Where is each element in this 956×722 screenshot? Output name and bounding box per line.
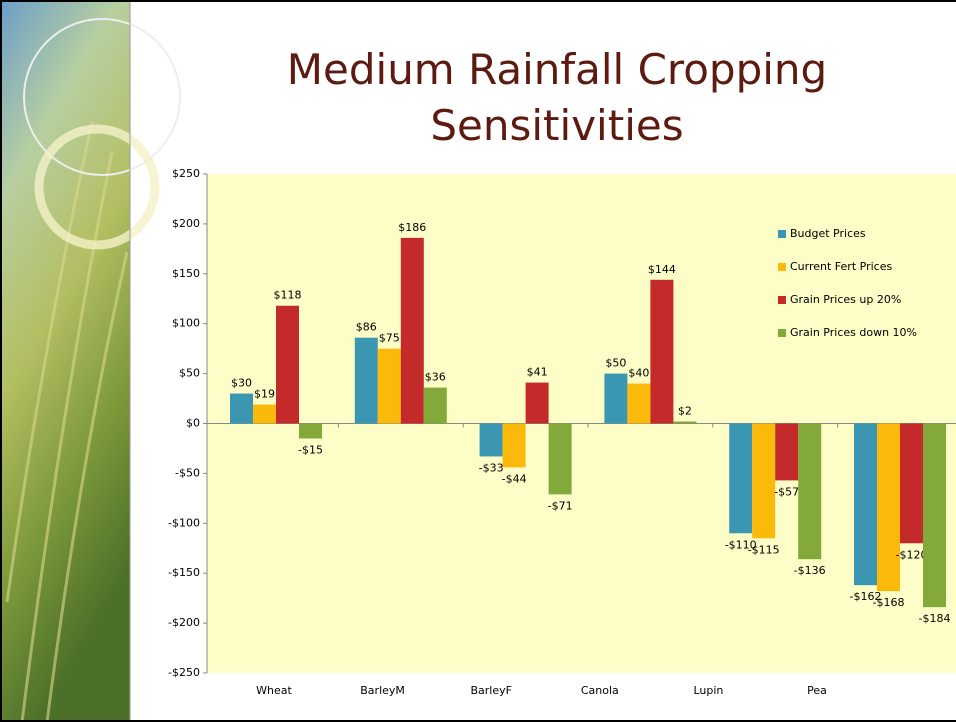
data-label: -$33	[479, 461, 504, 474]
bar	[525, 382, 549, 424]
data-label: $19	[254, 388, 275, 401]
data-label: -$162	[850, 590, 882, 603]
y-tick-label: $250	[172, 167, 200, 180]
y-tick-label: $150	[172, 267, 200, 280]
legend-label: Grain Prices down 10%	[790, 326, 917, 339]
legend-swatch	[778, 263, 786, 271]
bar	[729, 423, 753, 534]
decoration-circle	[34, 124, 160, 250]
data-label: -$136	[794, 564, 826, 577]
bar	[627, 383, 651, 424]
y-tick-label: -$150	[168, 566, 200, 579]
data-label: -$168	[873, 596, 905, 609]
bar	[752, 423, 776, 539]
data-label: $41	[527, 366, 548, 379]
bar	[604, 373, 628, 424]
legend-label: Grain Prices up 20%	[790, 293, 901, 306]
bar	[900, 423, 923, 544]
decoration-circle	[23, 18, 181, 176]
bar	[775, 423, 799, 481]
y-tick-label: $50	[179, 367, 200, 380]
data-label: $30	[231, 377, 252, 390]
legend-swatch	[778, 230, 786, 238]
bar	[354, 337, 378, 424]
data-label: $50	[605, 357, 626, 370]
bar	[253, 404, 276, 424]
y-tick-label: -$50	[175, 466, 200, 479]
x-tick-label: Lupin	[693, 684, 723, 697]
data-label: $144	[648, 263, 676, 276]
x-tick-label: Canola	[581, 684, 619, 697]
data-label: $186	[398, 221, 426, 234]
legend-label: Budget Prices	[790, 227, 866, 240]
data-label: -$57	[774, 485, 799, 498]
data-label: -$120	[896, 548, 928, 561]
y-tick-label: $100	[172, 317, 200, 330]
data-label: -$115	[748, 543, 780, 556]
x-tick-label: Pea	[807, 684, 827, 697]
bar	[423, 387, 447, 424]
side-image	[2, 2, 130, 720]
legend-swatch	[778, 296, 786, 304]
data-label: $118	[274, 289, 302, 302]
y-tick-label: -$100	[168, 516, 200, 529]
decoration	[5, 121, 129, 720]
legend-label: Current Fert Prices	[790, 260, 892, 273]
y-tick-label: $0	[186, 417, 200, 430]
data-label: -$184	[919, 612, 951, 625]
bar	[877, 423, 900, 592]
data-label: -$110	[725, 538, 757, 551]
bar	[400, 237, 424, 424]
bar	[548, 423, 572, 495]
data-label: $40	[628, 367, 649, 380]
x-tick-label: BarleyM	[360, 684, 405, 697]
data-label: $36	[425, 371, 446, 384]
bar	[377, 348, 401, 424]
bar	[923, 423, 946, 608]
y-tick-label: -$250	[168, 666, 200, 679]
data-label: $2	[678, 405, 692, 418]
bar	[230, 393, 253, 424]
y-tick-label: -$200	[168, 616, 200, 629]
bar	[673, 421, 697, 424]
bar	[299, 423, 322, 439]
bar	[502, 423, 526, 468]
bar	[276, 305, 299, 424]
data-label: $75	[379, 332, 400, 345]
slide-title: Medium Rainfall Cropping Sensitivities	[286, 45, 828, 150]
data-label: -$71	[548, 499, 573, 512]
x-tick-label: BarleyF	[470, 684, 511, 697]
data-label: -$44	[502, 472, 527, 485]
bar	[650, 279, 674, 424]
data-label: -$15	[298, 443, 323, 456]
y-tick-label: $200	[172, 217, 200, 230]
x-tick-label: Wheat	[256, 684, 292, 697]
bar	[479, 423, 503, 457]
bar	[854, 423, 877, 586]
bar	[798, 423, 822, 560]
data-label: $86	[356, 321, 377, 334]
legend-swatch	[778, 329, 786, 337]
